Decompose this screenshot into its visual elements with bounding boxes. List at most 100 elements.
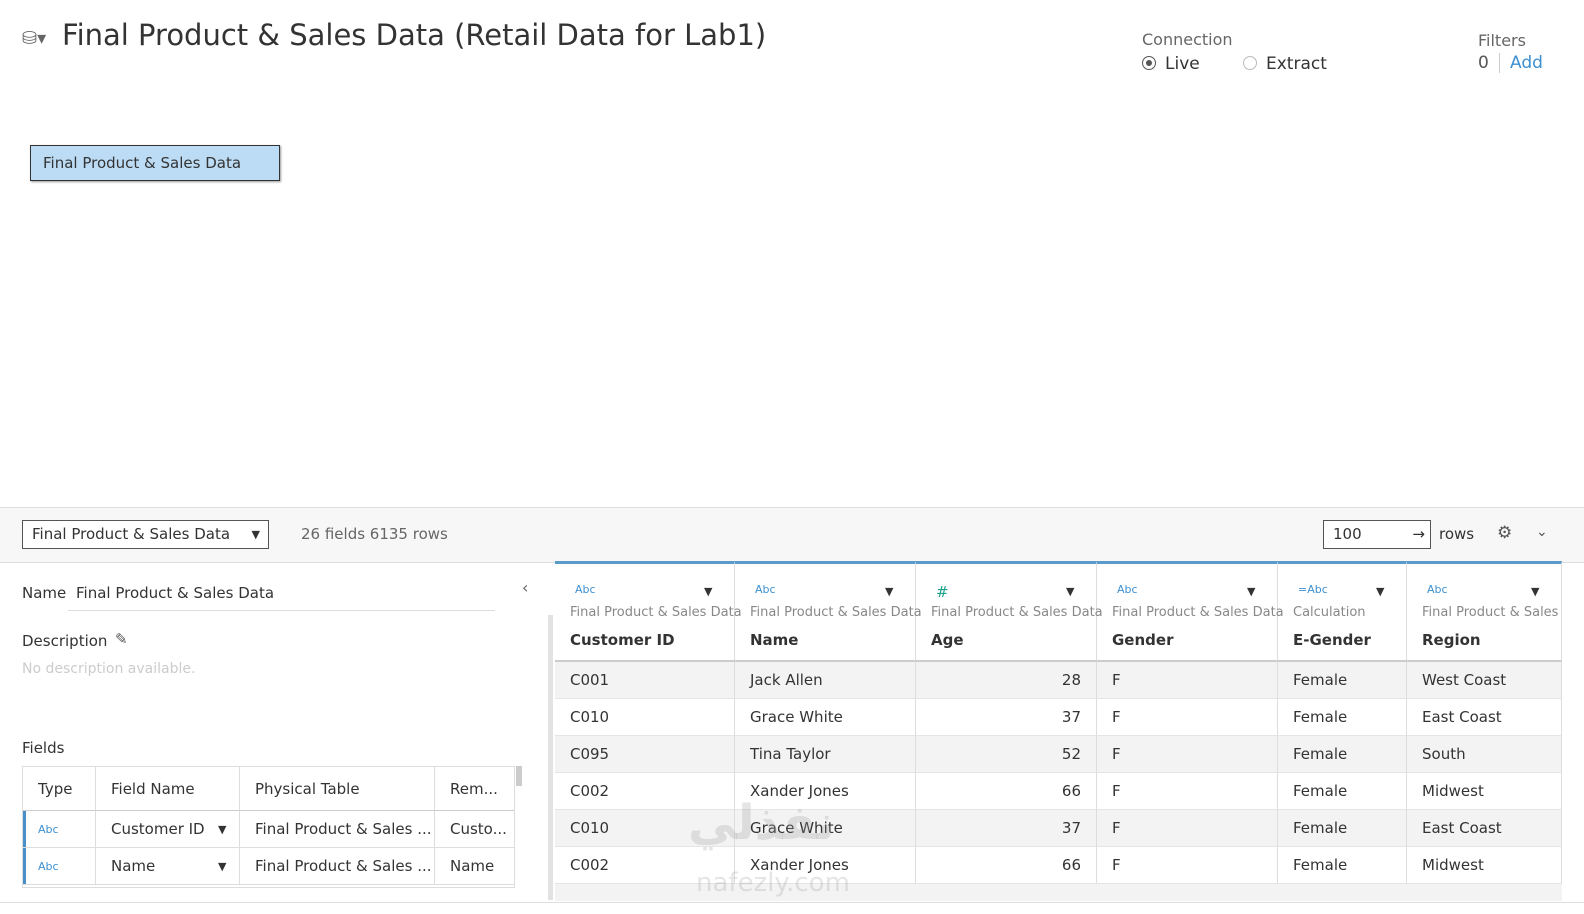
column-source: Final Product & Sales Data — [570, 605, 742, 620]
grid-cell: Midwest — [1407, 773, 1562, 810]
fields-cell: Final Product & Sales ... — [240, 811, 435, 848]
grid-cell: Tina Taylor — [735, 736, 916, 773]
column-header[interactable] — [735, 561, 916, 662]
rows-label: rows — [1439, 525, 1475, 543]
description-text: No description available. — [22, 661, 196, 677]
column-name: Region — [1422, 631, 1481, 649]
filters-label: Filters — [1478, 31, 1526, 50]
fields-cell[interactable]: Name — [96, 848, 240, 885]
grid-cell: Grace White — [735, 699, 916, 736]
name-field[interactable]: Final Product & Sales Data — [68, 584, 495, 611]
type-icon: Abc — [23, 848, 96, 885]
datasource-icon[interactable]: ⛁▾ — [22, 28, 47, 49]
table-selector[interactable]: Final Product & Sales Data ▼ — [22, 520, 269, 549]
grid-cell: Xander Jones — [735, 773, 916, 810]
grid-cell: Female — [1278, 662, 1407, 699]
column-header[interactable] — [555, 561, 735, 662]
table-selector-text: Final Product & Sales Data — [32, 525, 231, 543]
column-name: Gender — [1112, 631, 1174, 649]
summary: 26 fields 6135 rows — [301, 525, 448, 543]
bottom-border — [0, 902, 1584, 903]
row-indicator — [23, 848, 26, 885]
grid-cell: F — [1097, 847, 1278, 884]
fields-header: Rem... — [435, 767, 514, 811]
grid-cell: C095 — [555, 736, 735, 773]
grid-cell: Female — [1278, 699, 1407, 736]
dropdown-arrow: ▼ — [1376, 585, 1385, 598]
grid-cell: C010 — [555, 810, 735, 847]
dropdown-arrow: ▼ — [218, 860, 227, 873]
settings-icon[interactable]: ⚙ — [1497, 523, 1513, 543]
fields-cell[interactable]: Customer ID — [96, 811, 240, 848]
column-name: E-Gender — [1293, 631, 1371, 649]
grid-cell: F — [1097, 773, 1278, 810]
type-icon: # — [936, 583, 949, 601]
radio-live[interactable] — [1142, 56, 1156, 70]
collapse-panel[interactable]: ‹ — [522, 578, 529, 597]
grid-cell: Midwest — [1407, 847, 1562, 884]
grid-cell: C001 — [555, 662, 735, 699]
column-source: Final Product & Sales Data — [1112, 605, 1284, 620]
grid-cell: 37 — [916, 810, 1097, 847]
type-icon: Abc — [575, 583, 596, 596]
grid-cell: F — [1097, 810, 1278, 847]
scrollbar[interactable] — [516, 766, 522, 786]
dropdown-arrow: ▼ — [1531, 585, 1540, 598]
fields-header: Field Name — [96, 767, 240, 811]
grid-cell: Female — [1278, 736, 1407, 773]
fields-label: Fields — [22, 739, 65, 757]
grid-cell: West Coast — [1407, 662, 1562, 699]
grid-cell: South — [1407, 736, 1562, 773]
watermark-arabic: نفذلي — [688, 795, 835, 851]
dropdown-arrow: ▼ — [1247, 585, 1256, 598]
collapse-icon[interactable]: ⌄ — [1536, 524, 1548, 540]
fields-header: Type — [23, 767, 96, 811]
grid-cell: Female — [1278, 773, 1407, 810]
grid-cell: C002 — [555, 773, 735, 810]
column-header[interactable] — [1097, 561, 1278, 662]
column-header[interactable] — [916, 561, 1097, 662]
fields-cell: Custo... — [435, 811, 514, 848]
watermark-latin: nafezly.com — [696, 868, 850, 898]
datasource-title[interactable]: Final Product & Sales Data (Retail Data … — [62, 18, 767, 52]
grid-cell: 66 — [916, 773, 1097, 810]
table-node[interactable]: Final Product & Sales Data — [30, 145, 280, 181]
grid-cell: F — [1097, 699, 1278, 736]
grid-row-partial — [555, 884, 1562, 901]
grid-cell: Female — [1278, 810, 1407, 847]
grid-cell: Female — [1278, 847, 1407, 884]
type-icon: Abc — [755, 583, 776, 596]
grid-cell: Xander Jones — [735, 847, 916, 884]
connection-label: Connection — [1142, 30, 1233, 49]
column-source: Calculation — [1293, 605, 1366, 620]
grid-cell: Jack Allen — [735, 662, 916, 699]
filters-count: 0 — [1478, 53, 1500, 73]
rows-input-text: 100 — [1333, 525, 1362, 543]
row-indicator — [23, 811, 26, 848]
type-icon: =Abc — [1298, 583, 1328, 596]
dropdown-arrow: ▼ — [1066, 585, 1075, 598]
radio-extract[interactable] — [1243, 56, 1257, 70]
column-header[interactable] — [1407, 561, 1562, 662]
column-header[interactable] — [1278, 561, 1407, 662]
dropdown-arrow: ▼ — [704, 585, 713, 598]
filters-add[interactable]: Add — [1510, 53, 1543, 73]
grid-cell: East Coast — [1407, 810, 1562, 847]
type-icon: Abc — [1427, 583, 1448, 596]
fields-table: Type Field Name Physical Table Rem... Abc Cus… — [22, 766, 515, 888]
live-label[interactable]: Live — [1165, 54, 1200, 74]
rows-input[interactable]: 100 → — [1323, 520, 1431, 549]
splitter[interactable] — [548, 615, 553, 900]
name-label: Name — [22, 584, 67, 602]
dropdown-arrow: ▼ — [885, 585, 894, 598]
fields-header: Physical Table — [240, 767, 435, 811]
grid-cell: 37 — [916, 699, 1097, 736]
description-label: Description — [22, 632, 108, 650]
extract-label[interactable]: Extract — [1266, 54, 1327, 74]
column-name: Name — [750, 631, 799, 649]
type-icon: Abc — [23, 811, 96, 848]
grid-cell: F — [1097, 736, 1278, 773]
edit-icon[interactable]: ✎ — [115, 630, 128, 648]
type-icon: Abc — [1117, 583, 1138, 596]
